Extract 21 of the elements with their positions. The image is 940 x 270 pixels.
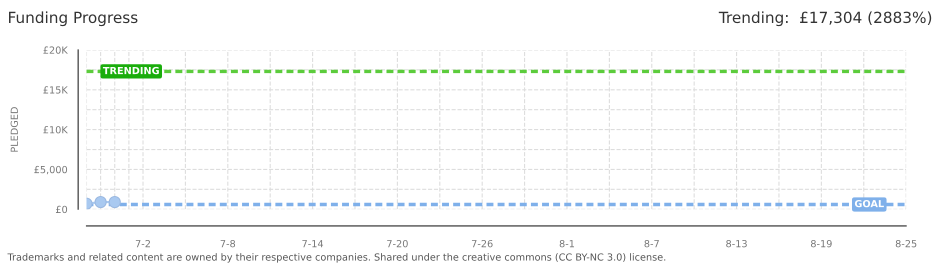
y-tick-label: £15K	[43, 86, 68, 94]
x-tick-label: 8-13	[726, 240, 747, 248]
y-axis-title: PLEDGED	[10, 107, 18, 152]
x-tick-label: 8-25	[896, 240, 916, 248]
y-tick-label: £0	[56, 206, 68, 214]
y-tick-label: £5,000	[34, 166, 68, 174]
text: Trademarks and related content are owned by their respective companies. Shared under the creative commons (CC BY-NC 3.0) license.	[7, 253, 666, 263]
ref-line-label: GOAL	[854, 200, 884, 208]
x-tick-label: 7-8	[220, 240, 236, 248]
y-tick-label: £20K	[43, 46, 68, 54]
y-tick-label: £10K	[43, 126, 68, 134]
ref-line-label: TRENDING	[102, 66, 159, 74]
x-tick-label: 7-2	[136, 240, 150, 248]
text: Trending: £17,304 (2883%)	[718, 11, 932, 26]
x-tick-label: 8-7	[644, 240, 659, 248]
x-tick-label: 8-19	[810, 240, 832, 248]
x-tick-label: 7-14	[302, 240, 324, 248]
x-tick-label: 7-26	[472, 240, 493, 248]
chart-title: Funding Progress	[9, 11, 138, 26]
x-tick-label: 7-20	[387, 240, 408, 248]
x-tick-label: 8-1	[560, 240, 574, 248]
